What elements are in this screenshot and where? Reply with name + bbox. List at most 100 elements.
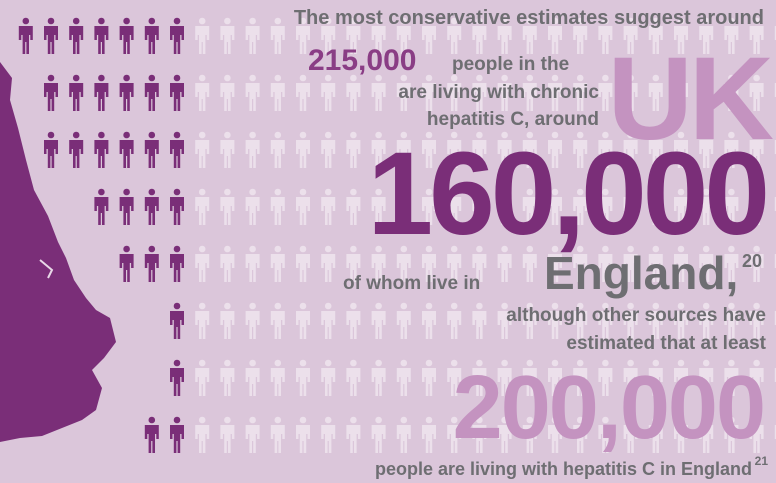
person-icon bbox=[447, 302, 462, 339]
person-icon bbox=[69, 17, 84, 54]
person-icon bbox=[724, 74, 739, 111]
person-icon bbox=[321, 302, 336, 339]
person-icon bbox=[749, 416, 764, 453]
person-icon bbox=[170, 17, 184, 54]
person-icon bbox=[396, 131, 411, 168]
person-icon bbox=[296, 245, 310, 282]
person-icon bbox=[422, 188, 436, 225]
person-icon bbox=[447, 74, 462, 111]
person-icon bbox=[245, 131, 260, 168]
person-icon bbox=[548, 131, 562, 168]
person-icon bbox=[724, 302, 739, 339]
person-icon bbox=[522, 131, 537, 168]
person-icon bbox=[447, 245, 462, 282]
person-icon bbox=[674, 188, 688, 225]
person-icon bbox=[195, 188, 210, 225]
person-icon bbox=[648, 17, 663, 54]
person-icon bbox=[245, 188, 260, 225]
person-icon bbox=[724, 359, 739, 396]
person-icon bbox=[220, 359, 235, 396]
person-icon bbox=[346, 74, 361, 111]
person-icon bbox=[44, 17, 58, 54]
person-icon bbox=[396, 245, 411, 282]
england-map-icon bbox=[0, 62, 116, 442]
person-icon bbox=[296, 17, 310, 54]
person-icon bbox=[497, 245, 512, 282]
person-icon bbox=[245, 416, 260, 453]
person-icon bbox=[220, 416, 235, 453]
person-icon bbox=[749, 188, 764, 225]
person-icon bbox=[598, 74, 613, 111]
person-icon bbox=[472, 302, 487, 339]
person-icon bbox=[598, 302, 613, 339]
person-icon bbox=[220, 188, 235, 225]
map-coast-line bbox=[39, 259, 54, 279]
person-icon bbox=[522, 245, 537, 282]
person-icon bbox=[270, 131, 285, 168]
person-icon bbox=[623, 359, 638, 396]
person-icon bbox=[94, 131, 109, 168]
person-icon bbox=[548, 302, 562, 339]
person-icon bbox=[623, 74, 638, 111]
person-icon bbox=[396, 188, 411, 225]
person-icon bbox=[321, 131, 336, 168]
person-icon bbox=[220, 131, 235, 168]
person-icon bbox=[623, 245, 638, 282]
person-icon bbox=[346, 188, 361, 225]
person-icon bbox=[170, 188, 184, 225]
estimated-text: estimated that at least bbox=[566, 333, 766, 354]
person-icon bbox=[94, 188, 109, 225]
person-icon bbox=[422, 359, 436, 396]
person-icon bbox=[195, 416, 210, 453]
person-icon bbox=[321, 245, 336, 282]
person-icon bbox=[522, 416, 537, 453]
person-icon bbox=[270, 74, 285, 111]
person-icon bbox=[472, 416, 487, 453]
person-icon bbox=[749, 17, 764, 54]
person-icon bbox=[573, 188, 588, 225]
person-icon bbox=[699, 245, 714, 282]
person-icon bbox=[699, 302, 714, 339]
person-icon bbox=[749, 359, 764, 396]
person-icon bbox=[472, 188, 487, 225]
person-icon bbox=[220, 74, 235, 111]
person-icon bbox=[422, 131, 436, 168]
person-icon bbox=[699, 359, 714, 396]
person-icon bbox=[422, 74, 436, 111]
person-icon bbox=[598, 188, 613, 225]
person-icon bbox=[296, 188, 310, 225]
person-icon bbox=[170, 359, 184, 396]
person-icon bbox=[573, 131, 588, 168]
intro-line: The most conservative estimates suggest … bbox=[293, 7, 764, 29]
final-statement: people are living with hepatitis C in En… bbox=[374, 459, 752, 479]
person-icon bbox=[497, 302, 512, 339]
person-icon bbox=[648, 302, 663, 339]
person-icon bbox=[674, 17, 688, 54]
person-icon bbox=[573, 17, 588, 54]
person-icon bbox=[497, 416, 512, 453]
person-icon bbox=[321, 188, 336, 225]
person-icon bbox=[422, 17, 436, 54]
person-icon bbox=[321, 17, 336, 54]
person-icon bbox=[548, 416, 562, 453]
person-icon bbox=[270, 188, 285, 225]
person-icon bbox=[573, 245, 588, 282]
person-icon bbox=[648, 74, 663, 111]
person-icon bbox=[623, 188, 638, 225]
person-icon bbox=[522, 359, 537, 396]
person-icon bbox=[447, 188, 462, 225]
person-icon bbox=[119, 131, 134, 168]
person-icon bbox=[321, 416, 336, 453]
person-icon bbox=[296, 302, 310, 339]
person-icon bbox=[623, 416, 638, 453]
person-icon bbox=[170, 302, 184, 339]
person-icon bbox=[522, 17, 537, 54]
person-icon bbox=[548, 245, 562, 282]
england-label: England, bbox=[544, 247, 739, 299]
person-icon bbox=[648, 416, 663, 453]
person-icon bbox=[724, 245, 739, 282]
person-icon bbox=[699, 188, 714, 225]
person-icon bbox=[270, 17, 285, 54]
person-icon bbox=[346, 245, 361, 282]
